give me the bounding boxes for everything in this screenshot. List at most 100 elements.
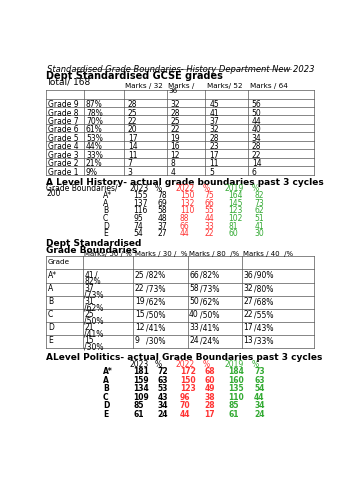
Text: 32: 32: [209, 126, 219, 134]
Text: 2019: 2019: [225, 184, 244, 193]
Text: 16: 16: [170, 142, 180, 152]
Text: 21: 21: [84, 324, 94, 332]
Text: /55%: /55%: [254, 310, 274, 320]
Text: C: C: [103, 392, 109, 402]
Text: 15: 15: [84, 336, 94, 345]
Text: 172: 172: [180, 367, 196, 376]
Text: ALevel Politics- actual Grade Boundaries past 3 cycles: ALevel Politics- actual Grade Boundaries…: [47, 352, 323, 362]
Text: 54: 54: [133, 230, 143, 238]
Text: 38: 38: [204, 392, 215, 402]
Text: 12: 12: [170, 151, 180, 160]
Text: 44: 44: [252, 117, 262, 126]
Text: 27: 27: [157, 230, 167, 238]
Text: 150: 150: [180, 191, 194, 200]
Text: /50%: /50%: [200, 310, 220, 320]
Text: 61: 61: [133, 410, 144, 418]
Text: 40: 40: [252, 126, 262, 134]
Text: A Level History- actual grade boundaries past 3 cycles: A Level History- actual grade boundaries…: [47, 178, 324, 187]
Text: 68: 68: [204, 367, 215, 376]
Text: 69: 69: [157, 198, 167, 207]
Text: 37: 37: [209, 117, 219, 126]
Text: 40: 40: [189, 310, 199, 320]
Text: 200: 200: [47, 190, 61, 198]
Text: 150: 150: [180, 376, 195, 384]
Text: 28: 28: [204, 401, 215, 410]
Text: 50: 50: [189, 297, 199, 306]
Text: Grade 2: Grade 2: [48, 160, 78, 168]
Text: 41: 41: [209, 108, 219, 118]
Text: 4: 4: [170, 168, 175, 177]
Text: 2022: 2022: [176, 360, 195, 370]
Text: /82%: /82%: [200, 271, 219, 280]
Text: 87%: 87%: [86, 100, 103, 109]
Text: Grade 7: Grade 7: [48, 117, 79, 126]
Text: 25: 25: [84, 310, 94, 320]
Text: 48: 48: [157, 214, 167, 223]
Text: 102: 102: [229, 214, 243, 223]
Text: /73%: /73%: [146, 284, 165, 293]
Text: 44%: 44%: [86, 142, 103, 152]
Text: Marks / 32: Marks / 32: [126, 83, 163, 89]
Text: 88: 88: [180, 214, 189, 223]
Text: 61: 61: [229, 410, 239, 418]
Text: 6: 6: [252, 168, 257, 177]
Text: 17: 17: [243, 324, 253, 332]
Text: 62: 62: [254, 206, 264, 216]
Text: 32: 32: [170, 100, 180, 109]
Text: /62%: /62%: [146, 297, 165, 306]
Text: 116: 116: [133, 206, 148, 216]
Text: 25: 25: [135, 271, 144, 280]
Text: 70: 70: [180, 401, 190, 410]
Text: B: B: [48, 297, 53, 306]
Text: 70%: 70%: [86, 117, 103, 126]
Text: 110: 110: [180, 206, 194, 216]
Text: 2022: 2022: [176, 184, 195, 193]
Text: 85: 85: [229, 401, 239, 410]
Text: 19: 19: [170, 134, 180, 143]
Text: 17: 17: [209, 151, 219, 160]
Text: 11: 11: [128, 151, 137, 160]
Text: 82: 82: [254, 191, 264, 200]
Text: 56: 56: [252, 100, 262, 109]
Text: 12: 12: [135, 324, 144, 332]
Text: /82%: /82%: [146, 271, 165, 280]
Text: 55: 55: [204, 206, 214, 216]
Text: 33: 33: [204, 222, 214, 230]
Text: Total/ 168: Total/ 168: [47, 78, 91, 86]
Text: A: A: [48, 284, 53, 293]
Text: 51: 51: [254, 214, 264, 223]
Text: /24%: /24%: [200, 336, 219, 345]
Text: 123: 123: [229, 206, 243, 216]
Text: Grade 4: Grade 4: [48, 142, 79, 152]
Text: 45: 45: [209, 100, 219, 109]
Text: 5: 5: [209, 168, 214, 177]
Text: 78: 78: [157, 191, 167, 200]
Text: 32: 32: [243, 284, 253, 293]
Text: 9: 9: [135, 336, 140, 345]
Text: 24: 24: [189, 336, 199, 345]
Text: 24: 24: [254, 410, 265, 418]
Text: 41: 41: [254, 222, 264, 230]
Text: 14: 14: [252, 160, 262, 168]
Text: 28: 28: [170, 108, 180, 118]
Text: 58: 58: [189, 284, 199, 293]
Text: /50%: /50%: [84, 316, 104, 326]
Text: B: B: [103, 206, 108, 216]
Text: 110: 110: [229, 392, 244, 402]
Text: 14: 14: [128, 142, 137, 152]
Text: 95: 95: [133, 214, 143, 223]
Text: 159: 159: [133, 376, 149, 384]
Text: A: A: [103, 198, 108, 207]
Text: 137: 137: [133, 198, 148, 207]
Text: /68%: /68%: [254, 297, 274, 306]
Text: %: %: [252, 184, 259, 193]
Text: 53: 53: [157, 384, 168, 393]
Text: 61%: 61%: [86, 126, 103, 134]
Text: 60: 60: [204, 376, 215, 384]
Text: A*: A*: [103, 191, 112, 200]
Text: 132: 132: [180, 198, 194, 207]
Text: 37: 37: [157, 222, 167, 230]
Text: 63: 63: [254, 376, 265, 384]
Text: 2023: 2023: [130, 360, 149, 370]
Text: 72: 72: [157, 367, 168, 376]
